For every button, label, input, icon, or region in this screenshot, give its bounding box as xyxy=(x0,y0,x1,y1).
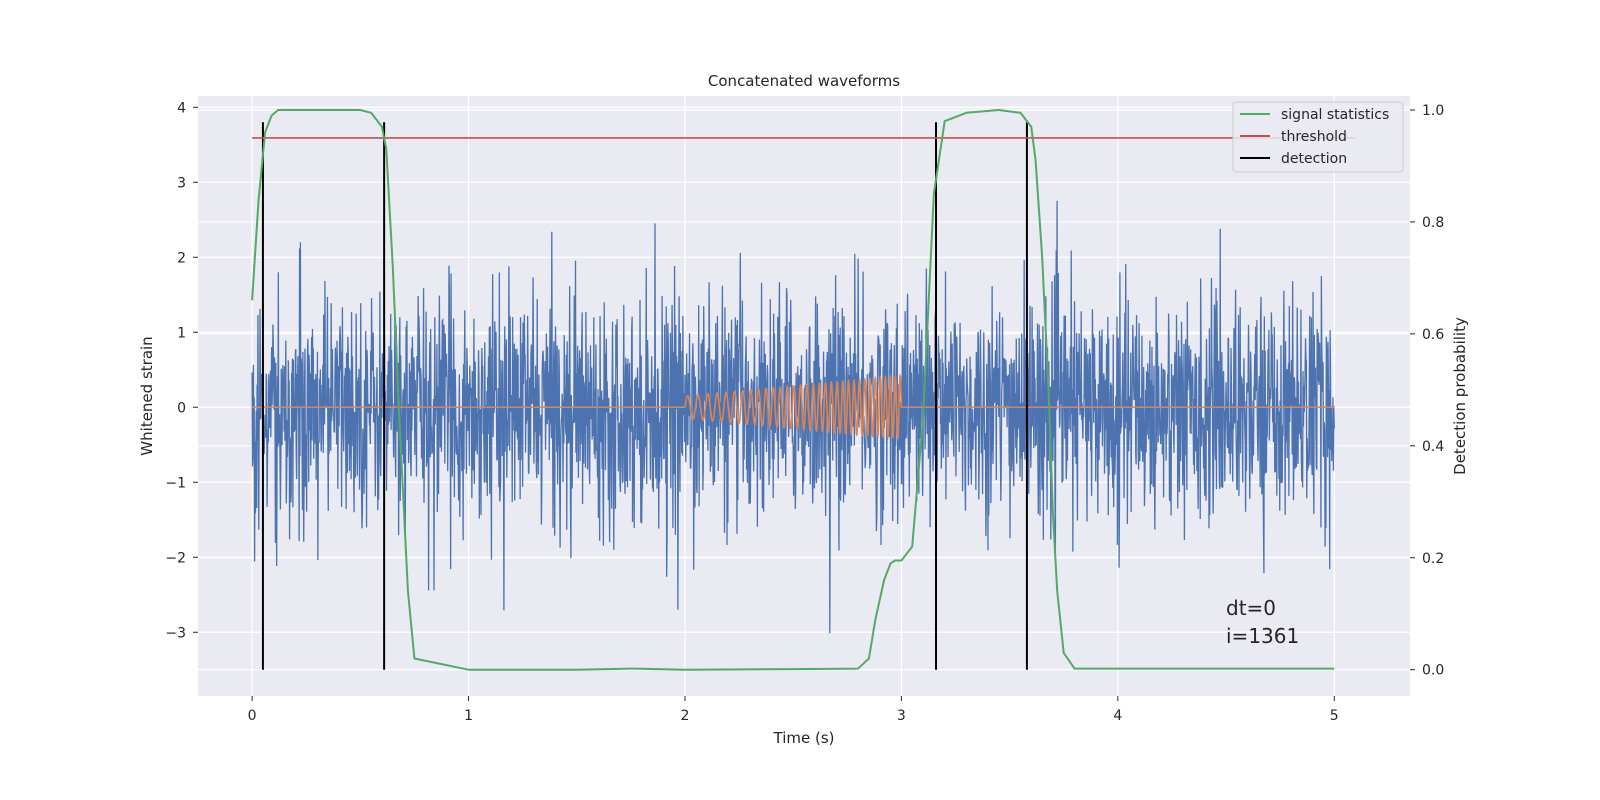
legend-label-signal-statistics: signal statistics xyxy=(1281,107,1389,123)
y-tick-label: 4 xyxy=(177,100,186,116)
x-tick-label: 5 xyxy=(1330,708,1339,724)
y2-tick-label: 0.4 xyxy=(1422,439,1444,455)
y-tick-label: 0 xyxy=(177,400,186,416)
y-axis-label: Whitened strain xyxy=(138,336,156,455)
injected-waveform-series xyxy=(252,373,1335,441)
y2-tick-label: 0.8 xyxy=(1422,215,1444,231)
annotation-dt: dt=0 xyxy=(1226,596,1276,620)
strain-series xyxy=(251,200,1335,634)
y2-tick-label: 1.0 xyxy=(1422,103,1444,119)
y-tick-label: −1 xyxy=(165,475,186,491)
signal-statistics-series xyxy=(251,108,1335,671)
y2-axis-label: Detection probability xyxy=(1451,317,1469,475)
x-tick-label: 3 xyxy=(897,708,906,724)
y-tick-label: −3 xyxy=(165,625,186,641)
chart-title: Concatenated waveforms xyxy=(708,72,900,90)
annotation-index: i=1361 xyxy=(1226,624,1299,648)
y-tick-label: −2 xyxy=(165,550,186,566)
legend: signal statistics threshold detection xyxy=(1232,101,1404,173)
y-tick-label: 2 xyxy=(177,250,186,266)
x-tick-label: 2 xyxy=(681,708,690,724)
legend-label-threshold: threshold xyxy=(1281,129,1347,145)
x-tick-label: 1 xyxy=(464,708,473,724)
series-layer xyxy=(251,108,1356,671)
y-tick-label: 1 xyxy=(177,325,186,341)
tick-labels: 0 1 2 3 4 5 −3 −2 −1 0 1 2 3 4 0.0 0.2 0.4 0.6 0.8 1.0 xyxy=(165,100,1444,724)
y2-tick-label: 0.6 xyxy=(1422,327,1444,343)
y2-tick-label: 0.2 xyxy=(1422,551,1444,567)
x-axis-label: Time (s) xyxy=(773,729,835,747)
y2-tick-label: 0.0 xyxy=(1422,663,1444,679)
legend-label-detection: detection xyxy=(1281,151,1347,167)
x-tick-label: 0 xyxy=(248,708,257,724)
x-tick-label: 4 xyxy=(1113,708,1122,724)
y-tick-label: 3 xyxy=(177,175,186,191)
legend-box xyxy=(1232,101,1404,173)
